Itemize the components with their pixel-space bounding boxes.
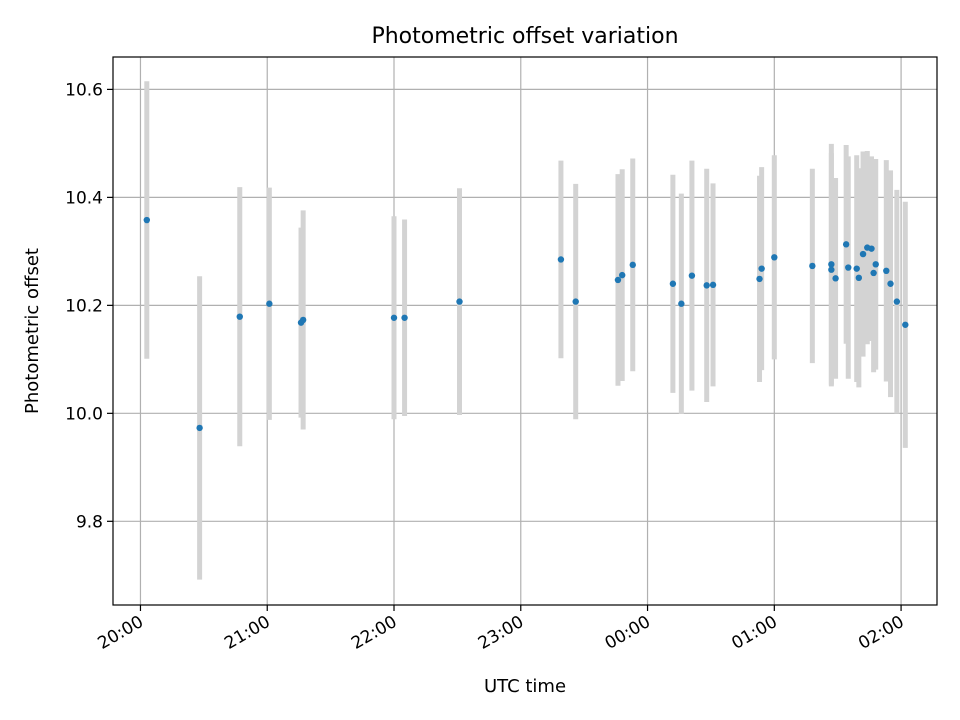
y-axis-ticks: 9.8 10.0 10.2 10.4 10.6 (65, 80, 113, 532)
data-point (390, 314, 398, 321)
data-point (266, 300, 273, 307)
data-point (832, 275, 839, 282)
data-point (669, 280, 677, 287)
data-point (614, 276, 622, 284)
error-bars (144, 81, 908, 580)
x-tick-label: 23:00 (475, 612, 527, 654)
data-point (859, 250, 867, 258)
x-tick-label: 22:00 (348, 612, 400, 654)
data-point (299, 316, 307, 324)
data-point (236, 313, 243, 320)
data-point (872, 261, 879, 268)
data-point (845, 264, 852, 271)
data-point (868, 245, 875, 252)
x-tick-label: 00:00 (602, 612, 654, 654)
data-point (618, 271, 626, 279)
data-points (143, 216, 909, 432)
data-point (893, 298, 901, 305)
data-point (855, 274, 863, 282)
chart-title: Photometric offset variation (371, 24, 678, 49)
plot-frame (112, 56, 938, 606)
data-point (678, 300, 685, 307)
x-axis-ticks: 20:00 21:00 22:00 23:00 00:00 01:00 02:00 (95, 605, 908, 654)
data-point (828, 266, 835, 273)
data-point (853, 265, 860, 272)
data-point (401, 314, 408, 321)
data-point (688, 272, 696, 279)
y-tick-label: 10.4 (65, 188, 103, 208)
data-point (771, 254, 778, 261)
data-point (456, 298, 463, 305)
y-tick-label: 10.0 (65, 404, 103, 424)
data-point (902, 321, 909, 328)
x-tick-label: 20:00 (95, 612, 147, 654)
x-tick-label: 02:00 (855, 612, 907, 654)
y-tick-label: 10.6 (65, 80, 103, 100)
data-point (196, 424, 203, 432)
data-point (758, 265, 765, 272)
x-axis-label: UTC time (484, 676, 566, 697)
x-tick-label: 21:00 (221, 612, 273, 654)
data-point (143, 216, 151, 224)
y-tick-label: 10.2 (65, 296, 103, 316)
data-point (709, 281, 717, 289)
data-point (572, 298, 579, 305)
x-tick-label: 01:00 (728, 612, 780, 654)
data-point (809, 262, 816, 270)
data-point (870, 269, 877, 277)
data-point (842, 241, 850, 248)
data-point (887, 280, 894, 287)
y-tick-label: 9.8 (76, 512, 103, 532)
data-point (756, 275, 763, 283)
data-point (703, 282, 710, 289)
data-point (629, 261, 636, 269)
data-point (828, 261, 835, 268)
y-axis-label: Photometric offset (22, 248, 43, 414)
data-point (557, 256, 565, 263)
data-point (883, 267, 890, 275)
